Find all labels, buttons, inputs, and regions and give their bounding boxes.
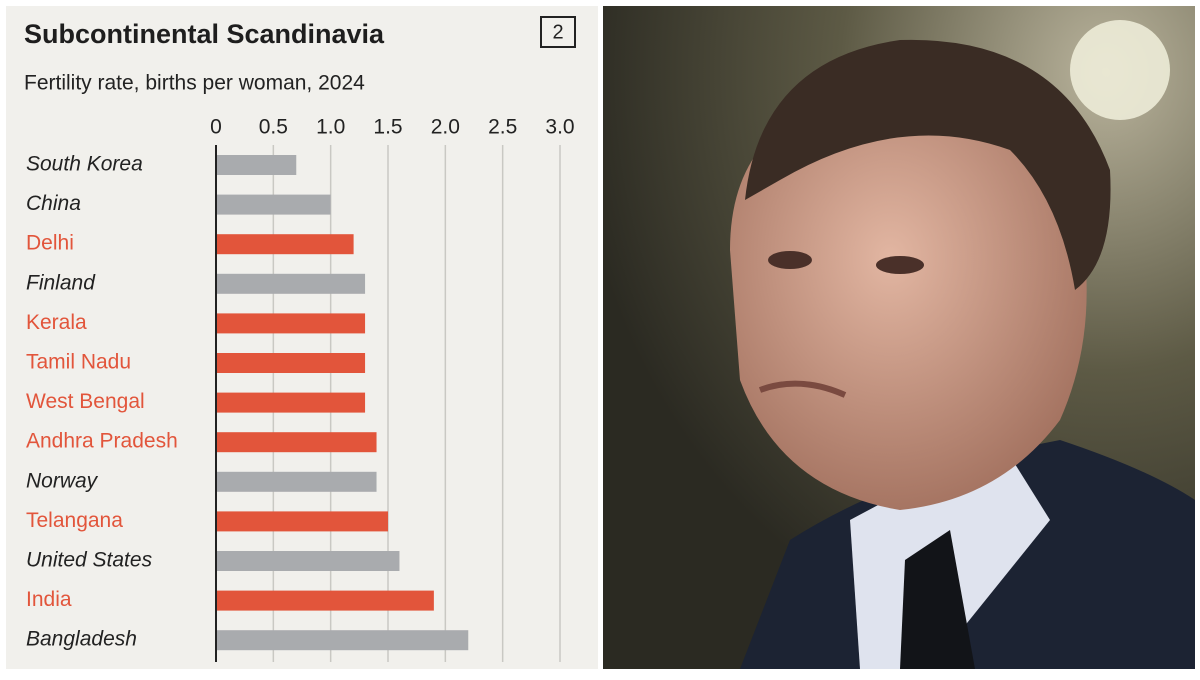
x-tick-label: 2.5	[488, 116, 517, 139]
y-tick-label: Telangana	[26, 509, 123, 532]
badge: 2	[552, 21, 563, 43]
y-tick-label: Finland	[26, 271, 96, 294]
light	[1070, 20, 1170, 120]
y-tick-label: Tamil Nadu	[26, 351, 131, 374]
face	[730, 89, 1087, 511]
y-tick-label: India	[26, 588, 72, 611]
x-tick-label: 0.5	[259, 116, 288, 139]
hair	[745, 39, 1111, 291]
bar	[216, 313, 366, 334]
y-tick-label: China	[26, 192, 81, 215]
chart-title: Subcontinental Scandinavia	[24, 19, 385, 49]
x-tick-label: 0	[210, 116, 222, 139]
bar	[216, 194, 331, 215]
bar	[216, 155, 297, 175]
badge-box	[540, 16, 576, 48]
chart-subtitle: Fertility rate, births per woman, 2024	[24, 72, 365, 95]
bar	[216, 511, 388, 532]
x-tick-label: 3.0	[545, 116, 574, 139]
eye	[768, 251, 812, 269]
bar	[216, 353, 366, 373]
y-tick-label: Kerala	[26, 311, 87, 334]
bar	[216, 273, 366, 294]
x-tick-label: 1.5	[373, 116, 402, 139]
y-tick-label: South Korea	[26, 153, 143, 176]
y-tick-label: Delhi	[26, 232, 74, 255]
tie	[900, 530, 975, 669]
bar	[216, 471, 377, 492]
bar	[216, 551, 400, 571]
bar	[216, 234, 354, 255]
plot: 0 0.5 1.0 1.5 2.0 2.5 3.0 South Korea China Delhi…	[26, 116, 575, 662]
y-tick-label: West Bengal	[26, 390, 145, 413]
bar	[216, 432, 377, 453]
y-tick-label: Norway	[26, 469, 99, 492]
y-tick-label: United States	[26, 549, 153, 572]
y-tick-label: Andhra Pradesh	[26, 430, 178, 453]
mouth	[758, 380, 847, 398]
x-tick-label: 1.0	[316, 116, 345, 139]
bar	[216, 630, 469, 651]
x-tick-label: 2.0	[431, 116, 460, 139]
bar	[216, 392, 366, 413]
y-tick-label: Bangladesh	[26, 628, 137, 651]
photo	[603, 6, 1195, 669]
eye	[876, 256, 924, 274]
bar	[216, 590, 434, 611]
